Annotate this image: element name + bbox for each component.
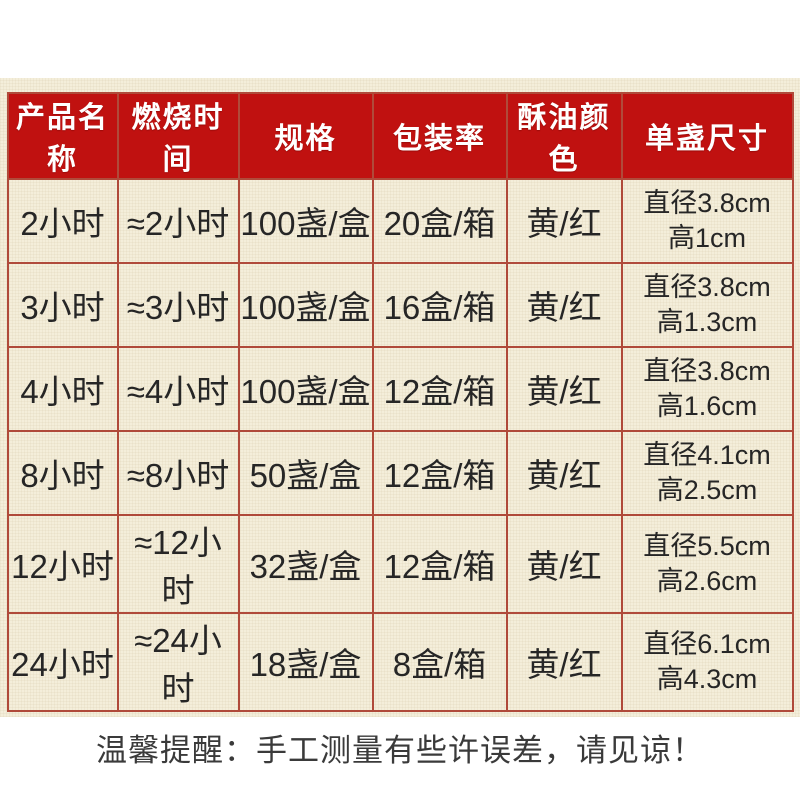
cell-packing: 8盒/箱 [371, 612, 508, 712]
cell-burn-time: ≈8小时 [116, 430, 240, 516]
cell-product: 12小时 [6, 514, 119, 614]
cell-lamp-size: 直径3.8cm 高1cm [620, 178, 794, 264]
col-oil-color: 酥油颜色 [505, 92, 623, 180]
cell-oil-color: 黄/红 [505, 430, 623, 516]
size-diameter: 直径3.8cm [643, 356, 771, 387]
cell-oil-color: 黄/红 [505, 262, 623, 348]
cell-product: 3小时 [6, 262, 119, 348]
table-row: 12小时 ≈12小时 32盏/盒 12盒/箱 黄/红 直径5.5cm 高2.6c… [6, 514, 794, 614]
col-product-name: 产品名称 [6, 92, 119, 180]
cell-spec: 100盏/盒 [237, 178, 374, 264]
cell-oil-color: 黄/红 [505, 514, 623, 614]
size-height: 高1.6cm [656, 391, 758, 421]
table-row: 24小时 ≈24小时 18盏/盒 8盒/箱 黄/红 直径6.1cm 高4.3cm [6, 612, 794, 712]
cell-spec: 18盏/盒 [237, 612, 374, 712]
size-diameter: 直径3.8cm [643, 272, 771, 303]
spec-table: 产品名称 燃烧时间 规格 包装率 酥油颜色 单盏尺寸 2小时 ≈2小时 100盏… [6, 92, 794, 712]
cell-burn-time: ≈2小时 [116, 178, 240, 264]
cell-packing: 12盒/箱 [371, 346, 508, 432]
cell-spec: 100盏/盒 [237, 346, 374, 432]
cell-packing: 12盒/箱 [371, 430, 508, 516]
cell-lamp-size: 直径6.1cm 高4.3cm [620, 612, 794, 712]
cell-product: 8小时 [6, 430, 119, 516]
spec-panel: 产品名称 燃烧时间 规格 包装率 酥油颜色 单盏尺寸 2小时 ≈2小时 100盏… [0, 78, 800, 768]
cell-oil-color: 黄/红 [505, 612, 623, 712]
cell-oil-color: 黄/红 [505, 178, 623, 264]
size-height: 高1cm [667, 223, 746, 253]
header-row: 产品名称 燃烧时间 规格 包装率 酥油颜色 单盏尺寸 [6, 92, 794, 180]
table-body: 2小时 ≈2小时 100盏/盒 20盒/箱 黄/红 直径3.8cm 高1cm 3… [6, 178, 794, 712]
col-burn-time: 燃烧时间 [116, 92, 240, 180]
size-diameter: 直径6.1cm [643, 629, 771, 660]
size-diameter: 直径4.1cm [643, 440, 771, 471]
size-diameter: 直径5.5cm [643, 531, 771, 562]
cell-lamp-size: 直径3.8cm 高1.6cm [620, 346, 794, 432]
cell-product: 24小时 [6, 612, 119, 712]
table-row: 3小时 ≈3小时 100盏/盒 16盒/箱 黄/红 直径3.8cm 高1.3cm [6, 262, 794, 348]
cell-packing: 16盒/箱 [371, 262, 508, 348]
cell-oil-color: 黄/红 [505, 346, 623, 432]
col-spec: 规格 [237, 92, 374, 180]
table-row: 2小时 ≈2小时 100盏/盒 20盒/箱 黄/红 直径3.8cm 高1cm [6, 178, 794, 264]
cell-burn-time: ≈4小时 [116, 346, 240, 432]
cell-burn-time: ≈24小时 [116, 612, 240, 712]
size-height: 高2.5cm [656, 475, 758, 505]
cell-packing: 12盒/箱 [371, 514, 508, 614]
size-height: 高4.3cm [656, 664, 758, 694]
col-lamp-size: 单盏尺寸 [620, 92, 794, 180]
col-packing-rate: 包装率 [371, 92, 508, 180]
cell-product: 4小时 [6, 346, 119, 432]
size-height: 高1.3cm [656, 307, 758, 337]
cell-lamp-size: 直径4.1cm 高2.5cm [620, 430, 794, 516]
table-header: 产品名称 燃烧时间 规格 包装率 酥油颜色 单盏尺寸 [6, 92, 794, 180]
cell-spec: 50盏/盒 [237, 430, 374, 516]
cell-packing: 20盒/箱 [371, 178, 508, 264]
size-height: 高2.6cm [656, 566, 758, 596]
cell-lamp-size: 直径5.5cm 高2.6cm [620, 514, 794, 614]
cell-product: 2小时 [6, 178, 119, 264]
cell-burn-time: ≈3小时 [116, 262, 240, 348]
cell-spec: 100盏/盒 [237, 262, 374, 348]
table-row: 8小时 ≈8小时 50盏/盒 12盒/箱 黄/红 直径4.1cm 高2.5cm [6, 430, 794, 516]
cell-lamp-size: 直径3.8cm 高1.3cm [620, 262, 794, 348]
size-diameter: 直径3.8cm [643, 188, 771, 219]
note-text: 温馨提醒：手工测量有些许误差，请见谅！ [96, 733, 704, 768]
table-row: 4小时 ≈4小时 100盏/盒 12盒/箱 黄/红 直径3.8cm 高1.6cm [6, 346, 794, 432]
cell-burn-time: ≈12小时 [116, 514, 240, 614]
cell-spec: 32盏/盒 [237, 514, 374, 614]
